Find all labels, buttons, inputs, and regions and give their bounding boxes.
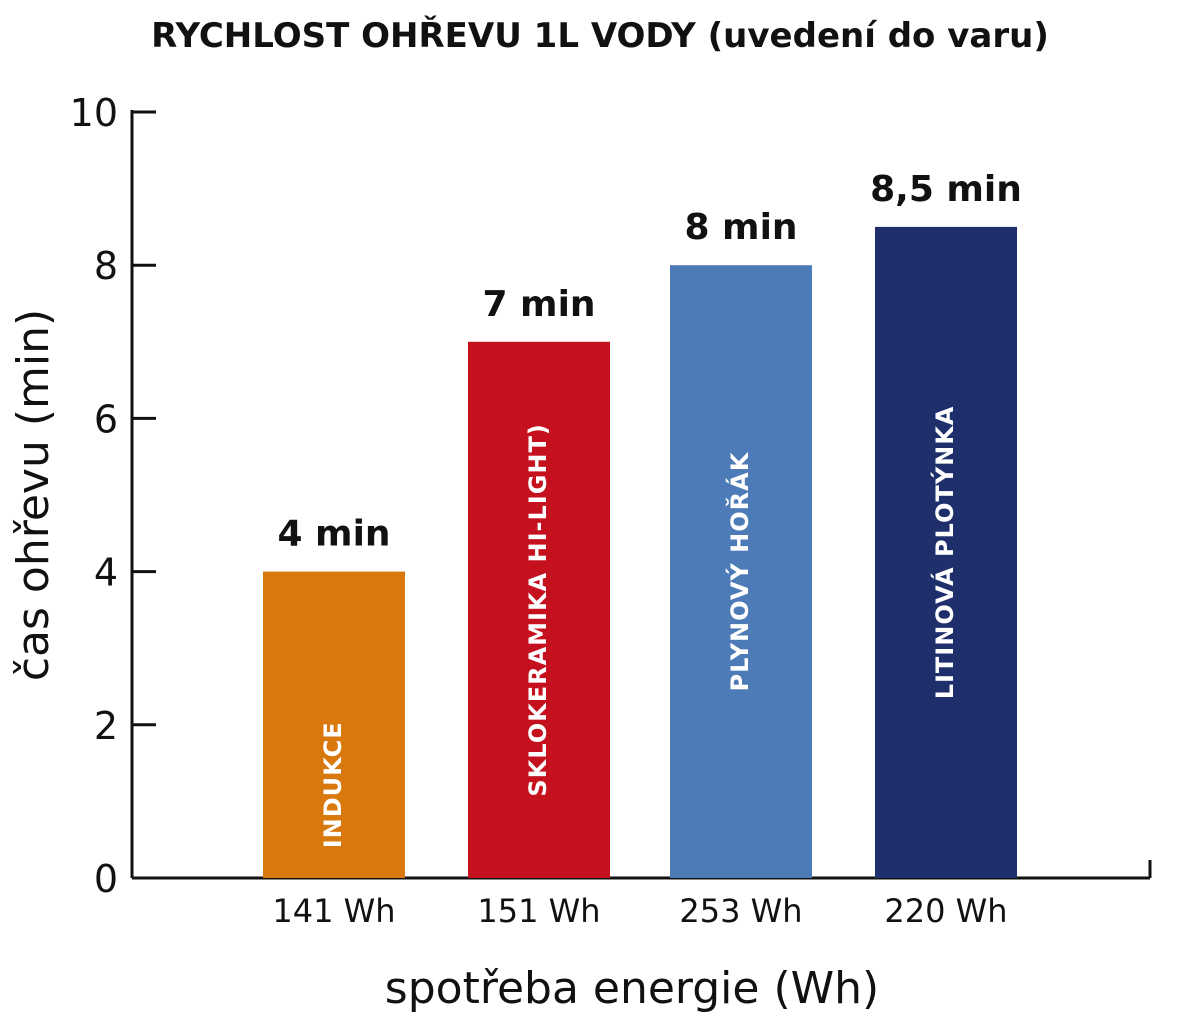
bar-category-label: PLYNOVÝ HOŘÁK (724, 451, 754, 691)
bar (468, 341, 610, 878)
bars: 4 min INDUKCE 7 min SKLOKERAMIKA HI-LIGHT) 8… (263, 169, 1022, 878)
bar-value-label: 8,5 min (870, 169, 1022, 210)
bar-value-label: 4 min (277, 514, 390, 555)
bar-value-label: 8 min (684, 207, 797, 248)
bar-category-label: LITINOVÁ PLOTÝNKA (929, 406, 959, 700)
bar (263, 571, 405, 878)
bar (875, 226, 1017, 878)
y-tick-label: 6 (94, 397, 118, 441)
x-axis-title: spotřeba energie (Wh) (385, 963, 879, 1014)
y-tick-label: 0 (94, 857, 118, 901)
bar-category-label: INDUKCE (319, 721, 347, 848)
bar-value-label: 7 min (482, 284, 595, 325)
y-axis-title: čas ohřevu (min) (8, 309, 59, 681)
y-tick-label: 4 (94, 551, 118, 595)
bar (670, 265, 812, 878)
y-tick-label: 8 (94, 244, 118, 288)
y-tick-label: 2 (94, 704, 118, 748)
x-tick-label: 253 Wh (679, 892, 802, 930)
x-tick-label: 141 Wh (272, 892, 395, 930)
bar-category-label: SKLOKERAMIKA HI-LIGHT) (524, 423, 552, 796)
x-tick-label: 151 Wh (477, 892, 600, 930)
y-tick-label: 10 (70, 91, 118, 135)
chart-title: RYCHLOST OHŘEVU 1L VODY (uvedení do varu… (151, 15, 1049, 56)
y-ticks: 0 2 4 6 8 10 (70, 91, 156, 901)
x-tick-label: 220 Wh (884, 892, 1007, 930)
x-ticks: 141 Wh 151 Wh 253 Wh 220 Wh (272, 892, 1007, 930)
